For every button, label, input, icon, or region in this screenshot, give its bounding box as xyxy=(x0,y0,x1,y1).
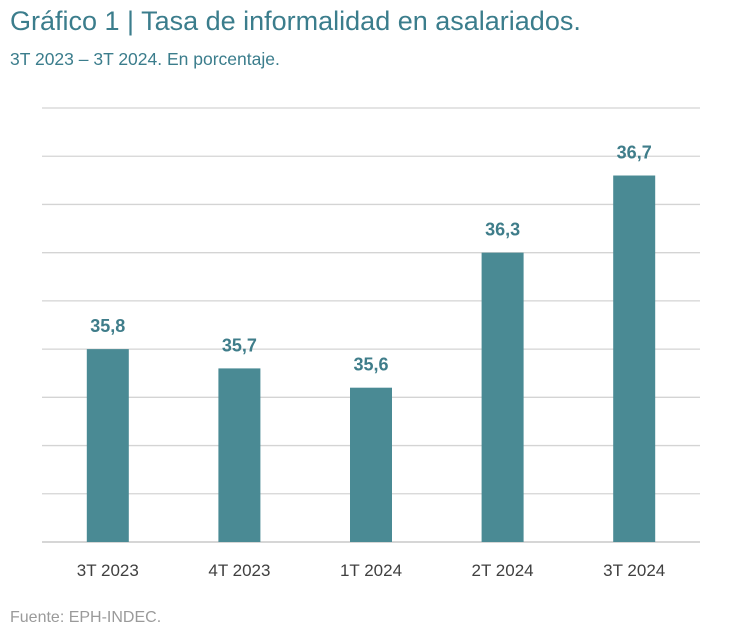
data-label: 36,7 xyxy=(617,143,652,163)
chart-title: Gráfico 1 | Tasa de informalidad en asal… xyxy=(10,6,581,36)
x-tick-label: 2T 2024 xyxy=(472,561,534,580)
x-tick-label: 3T 2024 xyxy=(603,561,665,580)
chart-subtitle: 3T 2023 – 3T 2024. En porcentaje. xyxy=(10,49,280,69)
data-label: 35,7 xyxy=(222,335,257,355)
bar-chart: 35,8 3T 2023 35,7 4T 2023 35,6 1T 2024 36,3 2T … xyxy=(42,107,700,580)
x-tick-label: 4T 2023 xyxy=(208,561,270,580)
bar xyxy=(86,349,129,542)
bar xyxy=(613,175,656,542)
data-label: 35,8 xyxy=(90,316,125,336)
bar xyxy=(350,387,392,542)
x-tick-label: 1T 2024 xyxy=(340,561,402,580)
bar xyxy=(218,368,261,542)
data-label: 35,6 xyxy=(353,355,388,375)
source-note: Fuente: EPH-INDEC. xyxy=(10,609,162,626)
data-label: 36,3 xyxy=(485,220,520,240)
x-tick-label: 3T 2023 xyxy=(77,561,139,580)
bar xyxy=(481,252,524,542)
